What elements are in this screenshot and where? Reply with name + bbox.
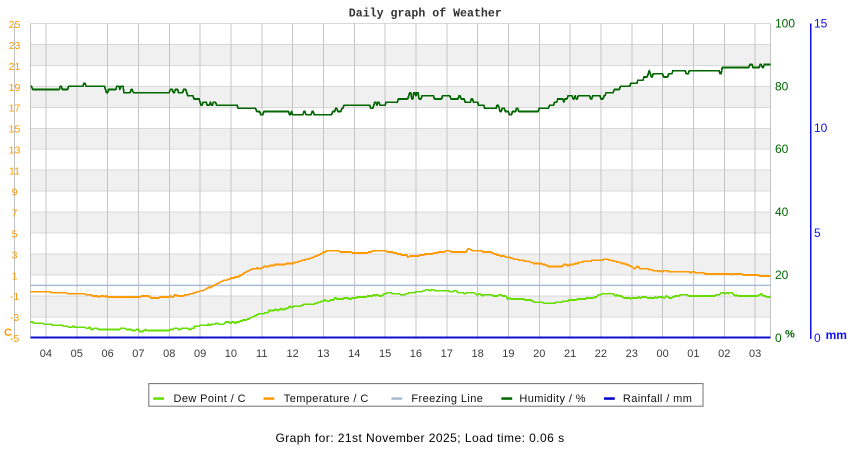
svg-text:19: 19 bbox=[9, 82, 21, 94]
svg-text:10: 10 bbox=[225, 348, 237, 360]
svg-text:19: 19 bbox=[502, 348, 514, 360]
svg-text:17: 17 bbox=[441, 348, 453, 360]
svg-text:21: 21 bbox=[9, 61, 21, 73]
svg-text:10: 10 bbox=[814, 121, 828, 135]
svg-text:40: 40 bbox=[775, 205, 789, 219]
svg-text:13: 13 bbox=[317, 348, 329, 360]
svg-text:20: 20 bbox=[775, 268, 789, 282]
svg-text:15: 15 bbox=[379, 348, 391, 360]
svg-text:9: 9 bbox=[12, 187, 18, 199]
svg-text:-3: -3 bbox=[10, 312, 19, 324]
svg-text:-1: -1 bbox=[10, 291, 19, 303]
svg-text:7: 7 bbox=[12, 208, 18, 220]
svg-text:09: 09 bbox=[194, 348, 206, 360]
svg-text:06: 06 bbox=[101, 348, 113, 360]
svg-text:C: C bbox=[4, 327, 12, 339]
svg-text:3: 3 bbox=[12, 249, 18, 261]
svg-text:15: 15 bbox=[9, 124, 21, 136]
svg-text:15: 15 bbox=[814, 17, 828, 31]
svg-text:5: 5 bbox=[814, 226, 821, 240]
svg-text:17: 17 bbox=[9, 103, 21, 115]
svg-text:07: 07 bbox=[132, 348, 144, 360]
svg-text:80: 80 bbox=[775, 79, 789, 93]
svg-text:03: 03 bbox=[749, 348, 761, 360]
svg-text:11: 11 bbox=[256, 348, 267, 360]
svg-text:18: 18 bbox=[471, 348, 483, 360]
svg-text:Humidity / %: Humidity / % bbox=[519, 393, 586, 405]
svg-text:mm: mm bbox=[826, 328, 847, 342]
svg-text:14: 14 bbox=[348, 348, 360, 360]
svg-text:Rainfall / mm: Rainfall / mm bbox=[623, 393, 692, 405]
svg-text:60: 60 bbox=[775, 142, 789, 156]
svg-text:08: 08 bbox=[163, 348, 175, 360]
svg-text:Daily graph of Weather: Daily graph of Weather bbox=[349, 7, 502, 21]
svg-text:21: 21 bbox=[564, 348, 576, 360]
svg-text:25: 25 bbox=[9, 19, 21, 31]
svg-text:04: 04 bbox=[40, 348, 52, 360]
svg-text:05: 05 bbox=[71, 348, 83, 360]
svg-text:5: 5 bbox=[12, 228, 18, 240]
svg-text:23: 23 bbox=[9, 40, 21, 52]
svg-text:16: 16 bbox=[410, 348, 422, 360]
svg-text:Graph for: 21st November 2025;: Graph for: 21st November 2025; Load time… bbox=[275, 431, 564, 445]
svg-text:02: 02 bbox=[718, 348, 730, 360]
svg-text:%: % bbox=[785, 329, 795, 341]
svg-text:23: 23 bbox=[626, 348, 638, 360]
svg-text:1: 1 bbox=[12, 270, 18, 282]
svg-text:100: 100 bbox=[775, 17, 795, 31]
svg-text:0: 0 bbox=[814, 331, 821, 345]
svg-text:-5: -5 bbox=[10, 333, 19, 345]
svg-text:Temperature / C: Temperature / C bbox=[284, 393, 369, 405]
svg-text:00: 00 bbox=[656, 348, 668, 360]
svg-text:01: 01 bbox=[687, 348, 699, 360]
svg-text:12: 12 bbox=[286, 348, 298, 360]
svg-text:20: 20 bbox=[533, 348, 545, 360]
svg-text:Dew Point / C: Dew Point / C bbox=[174, 393, 246, 405]
svg-text:22: 22 bbox=[595, 348, 607, 360]
svg-text:0: 0 bbox=[775, 331, 782, 345]
svg-text:Freezing Line: Freezing Line bbox=[411, 393, 483, 405]
svg-text:11: 11 bbox=[9, 166, 20, 178]
svg-text:13: 13 bbox=[9, 145, 21, 157]
